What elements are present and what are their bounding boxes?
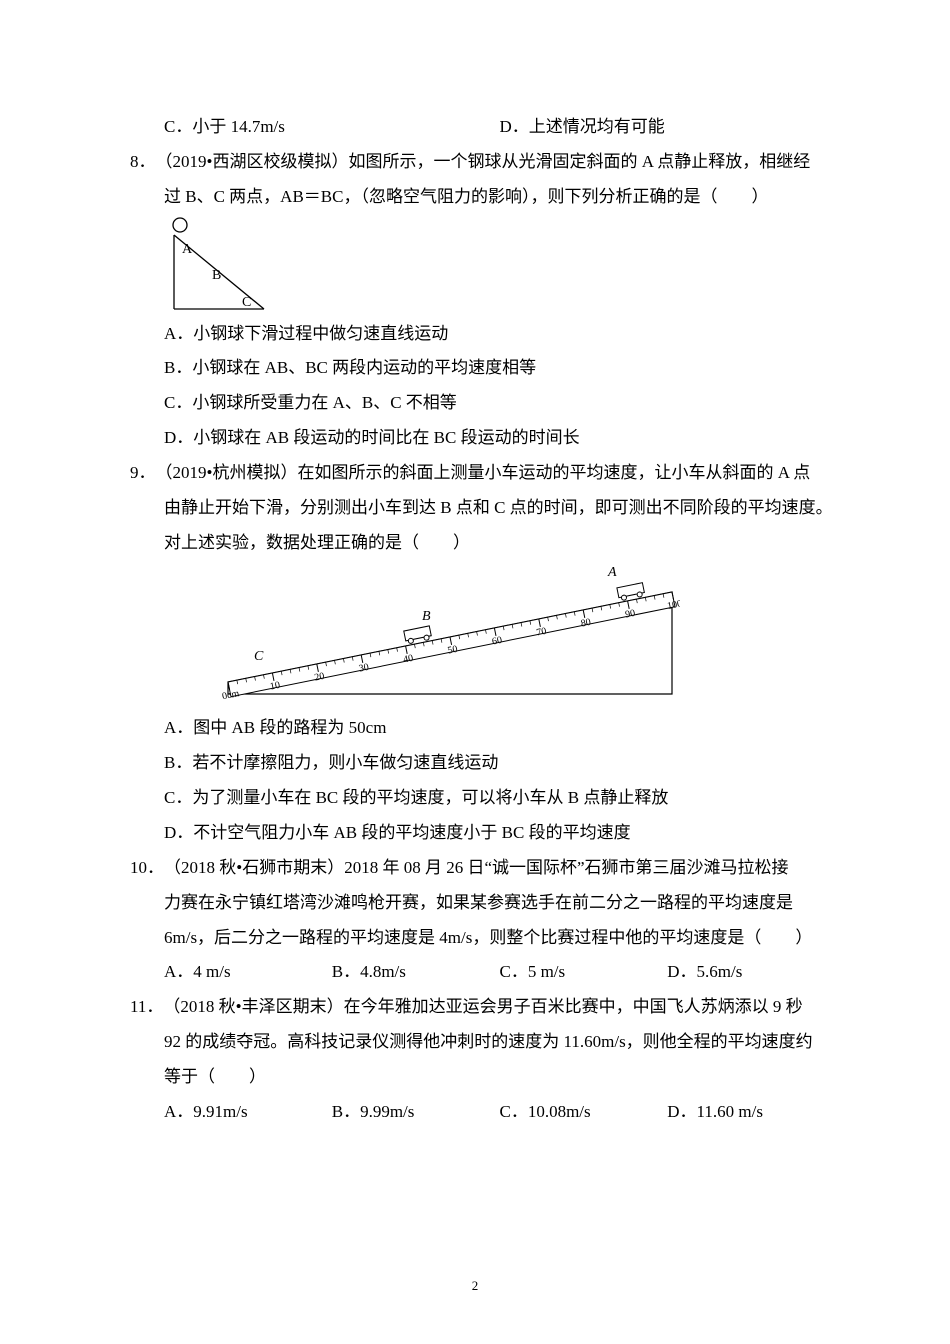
q8-incline-diagram: A B C [164, 217, 279, 313]
q10-stem-line2: 力赛在永宁镇红塔湾沙滩鸣枪开赛，如果某参赛选手在前二分之一路程的平均速度是 [130, 886, 835, 921]
q8-opt-a: A．小钢球下滑过程中做匀速直线运动 [130, 317, 835, 352]
svg-text:0cm: 0cm [221, 689, 240, 703]
svg-text:10: 10 [269, 680, 281, 693]
svg-text:20: 20 [313, 671, 325, 684]
q11-number: 11． [130, 990, 163, 1025]
svg-text:A: A [182, 242, 193, 257]
q11-stem1-text: （2018 秋•丰泽区期末）在今年雅加达亚运会男子百米比赛中，中国飞人苏炳添以 … [163, 990, 802, 1025]
page-root: C．小于 14.7m/s D．上述情况均有可能 8． （2019•西湖区校级模拟… [0, 0, 950, 1344]
q8-stem-line2: 过 B、C 两点，AB＝BC，（忽略空气阻力的影响），则下列分析正确的是（ ） [130, 180, 835, 215]
q9-opt-d: D．不计空气阻力小车 AB 段的平均速度小于 BC 段的平均速度 [130, 816, 835, 851]
svg-text:60: 60 [491, 635, 503, 648]
svg-text:100: 100 [666, 599, 680, 613]
q8-opt-c: C．小钢球所受重力在 A、B、C 不相等 [130, 386, 835, 421]
svg-text:80: 80 [580, 617, 592, 630]
q8-opt-b: B．小钢球在 AB、BC 两段内运动的平均速度相等 [130, 351, 835, 386]
q10-opt-d: D．5.6m/s [667, 955, 835, 990]
svg-text:C: C [254, 649, 264, 664]
q11-stem-line2: 92 的成绩夺冠。高科技记录仪测得他冲刺时的速度为 11.60m/s，则他全程的… [130, 1025, 835, 1060]
q8-number: 8． [130, 145, 156, 180]
q9-stem-line3: 对上述实验，数据处理正确的是（ ） [130, 526, 835, 561]
q9-figure: 0cm 10 20 30 40 50 60 70 80 90 100 A B C [130, 562, 835, 707]
svg-text:B: B [422, 609, 431, 624]
q10-opt-c: C．5 m/s [500, 955, 668, 990]
q11-opt-d: D．11.60 m/s [667, 1095, 835, 1130]
svg-text:30: 30 [358, 662, 370, 675]
page-number: 2 [0, 1273, 950, 1300]
q9-opt-c: C．为了测量小车在 BC 段的平均速度，可以将小车从 B 点静止释放 [130, 781, 835, 816]
svg-text:90: 90 [624, 608, 636, 621]
q11-stem-line1: 11． （2018 秋•丰泽区期末）在今年雅加达亚运会男子百米比赛中，中国飞人苏… [130, 990, 835, 1025]
q8-opt-d: D．小钢球在 AB 段运动的时间比在 BC 段运动的时间长 [130, 421, 835, 456]
svg-text:50: 50 [447, 644, 459, 657]
svg-text:B: B [212, 268, 221, 283]
q9-opt-a: A．图中 AB 段的路程为 50cm [130, 711, 835, 746]
q11-opt-a: A．9.91m/s [164, 1095, 332, 1130]
q9-opt-b: B．若不计摩擦阻力，则小车做匀速直线运动 [130, 746, 835, 781]
q8-stem1-text: （2019•西湖区校级模拟）如图所示，一个钢球从光滑固定斜面的 A 点静止释放，… [156, 145, 811, 180]
q10-opt-a: A．4 m/s [164, 955, 332, 990]
q9-stem-line2: 由静止开始下滑，分别测出小车到达 B 点和 C 点的时间，即可测出不同阶段的平均… [130, 491, 835, 526]
q10-stem1-text: （2018 秋•石狮市期末）2018 年 08 月 26 日“诚一国际杯”石狮市… [164, 851, 789, 886]
q8-figure: A B C [130, 217, 835, 313]
q10-number: 10． [130, 851, 164, 886]
q11-opt-c: C．10.08m/s [500, 1095, 668, 1130]
q9-stem1-text: （2019•杭州模拟）在如图所示的斜面上测量小车运动的平均速度，让小车从斜面的 … [156, 456, 811, 491]
q9-stem-line1: 9． （2019•杭州模拟）在如图所示的斜面上测量小车运动的平均速度，让小车从斜… [130, 456, 835, 491]
q8-stem-line1: 8． （2019•西湖区校级模拟）如图所示，一个钢球从光滑固定斜面的 A 点静止… [130, 145, 835, 180]
svg-text:70: 70 [535, 626, 547, 639]
q9-incline-ruler-diagram: 0cm 10 20 30 40 50 60 70 80 90 100 A B C [220, 562, 680, 707]
svg-text:40: 40 [402, 653, 414, 666]
svg-text:C: C [242, 295, 251, 310]
q11-opt-b: B．9.99m/s [332, 1095, 500, 1130]
q11-stem-line3: 等于（ ） [130, 1060, 835, 1095]
q10-stem-line3: 6m/s，后二分之一路程的平均速度是 4m/s，则整个比赛过程中他的平均速度是（… [130, 921, 835, 956]
q10-options: A．4 m/s B．4.8m/s C．5 m/s D．5.6m/s [130, 955, 835, 990]
q10-opt-b: B．4.8m/s [332, 955, 500, 990]
q7-options-cd: C．小于 14.7m/s D．上述情况均有可能 [130, 110, 835, 145]
q7-opt-c: C．小于 14.7m/s [164, 110, 500, 145]
svg-text:A: A [607, 565, 617, 580]
q7-opt-d: D．上述情况均有可能 [500, 110, 836, 145]
q11-options: A．9.91m/s B．9.99m/s C．10.08m/s D．11.60 m… [130, 1095, 835, 1130]
q10-stem-line1: 10． （2018 秋•石狮市期末）2018 年 08 月 26 日“诚一国际杯… [130, 851, 835, 886]
q9-number: 9． [130, 456, 156, 491]
